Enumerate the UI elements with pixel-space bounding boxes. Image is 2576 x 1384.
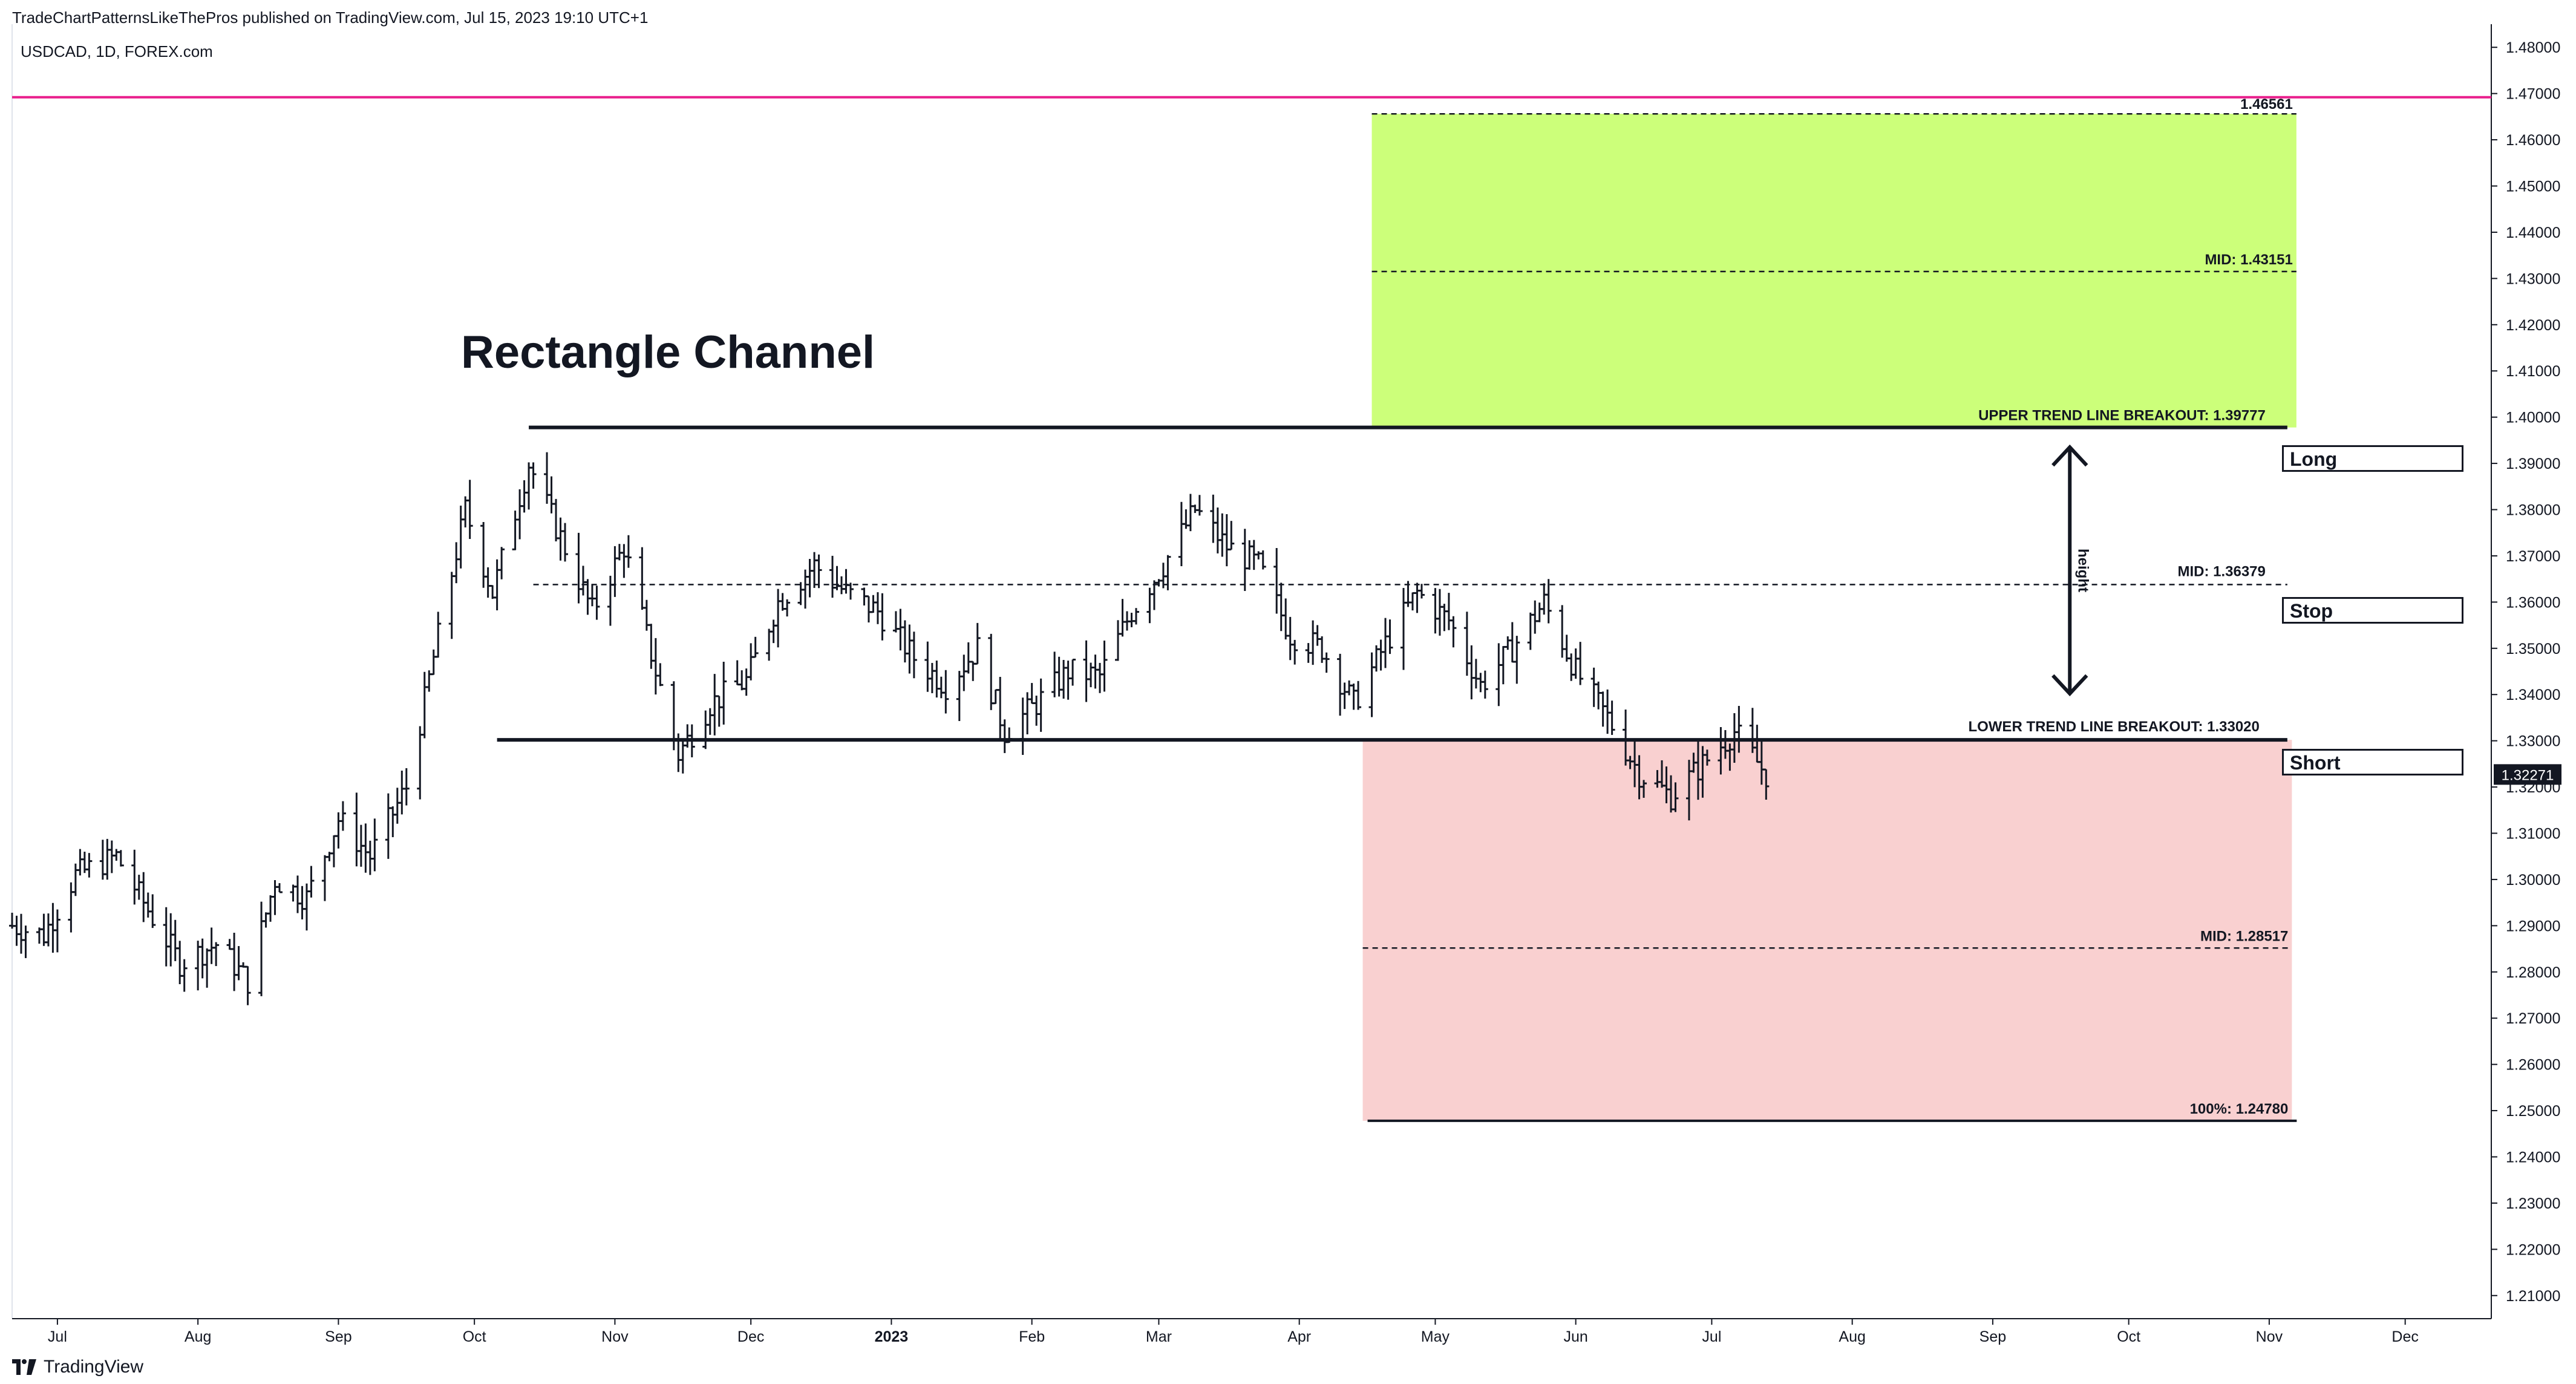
lower-trend-line-label: LOWER TREND LINE BREAKOUT: 1.33020 [1968,719,2259,735]
y-tick-label: 1.38000 [2506,502,2560,519]
long-label: Long [2282,445,2463,472]
current-price-label: 1.32271 [2502,767,2554,783]
publisher-line: TradeChartPatternsLikeThePros published … [12,8,649,27]
y-tick-label: 1.21000 [2506,1288,2560,1305]
y-tick-label: 1.29000 [2506,918,2560,935]
long-target-top-label: 1.46561 [2240,96,2293,113]
y-tick-label: 1.37000 [2506,548,2560,565]
upper-trend-line-label: UPPER TREND LINE BREAKOUT: 1.39777 [1978,408,2266,424]
channel-mid-label: MID: 1.36379 [2177,563,2265,579]
x-tick-label: Dec [737,1328,764,1345]
y-tick-label: 1.35000 [2506,641,2560,658]
x-tick-label: Dec [2391,1328,2418,1345]
y-tick-label: 1.28000 [2506,964,2560,981]
y-tick-label: 1.23000 [2506,1195,2560,1212]
tradingview-branding[interactable]: TradingView [12,1355,143,1379]
x-tick-label: Sep [1979,1328,2006,1345]
y-tick-label: 1.34000 [2506,687,2560,703]
x-tick-label: Aug [1839,1328,1865,1345]
long-target-zone [1371,114,2296,428]
x-tick-label: Oct [463,1328,486,1345]
chart-title: Rectangle Channel [461,327,875,378]
y-tick-label: 1.46000 [2506,132,2560,149]
x-tick-label: Aug [185,1328,211,1345]
tradingview-logo-icon [12,1359,36,1375]
height-arrow-top-head [2051,444,2088,467]
y-tick-label: 1.40000 [2506,410,2560,426]
x-tick-label: 2023 [875,1328,909,1345]
y-tick-label: 1.33000 [2506,733,2560,750]
x-tick-label: Jun [1564,1328,1588,1345]
y-tick-label: 1.30000 [2506,872,2560,889]
short-target-mid-label: MID: 1.28517 [2200,928,2288,944]
short-label: Short [2282,749,2463,775]
y-tick-label: 1.43000 [2506,270,2560,287]
y-tick-label: 1.41000 [2506,363,2560,380]
y-tick-label: 1.22000 [2506,1241,2560,1258]
y-tick-label: 1.31000 [2506,826,2560,843]
stop-label: Stop [2282,597,2463,624]
short-target-zone [1362,740,2292,1121]
x-tick-label: May [1421,1328,1450,1345]
y-tick-label: 1.44000 [2506,224,2560,241]
y-tick-label: 1.25000 [2506,1103,2560,1120]
y-tick-label: 1.24000 [2506,1149,2560,1166]
x-tick-label: Feb [1019,1328,1045,1345]
symbol-line: USDCAD, 1D, FOREX.com [21,42,213,60]
y-tick-label: 1.26000 [2506,1057,2560,1074]
y-tick-label: 1.27000 [2506,1010,2560,1027]
x-tick-label: Oct [2117,1328,2140,1345]
x-tick-label: Mar [1146,1328,1172,1345]
height-arrow-bottom-head [2051,674,2088,697]
x-tick-label: Nov [601,1328,629,1345]
x-tick-label: Apr [1287,1328,1311,1345]
y-tick-label: 1.45000 [2506,178,2560,195]
x-tick-label: Sep [325,1328,351,1345]
y-tick-label: 1.47000 [2506,86,2560,103]
short-target-bottom-label: 100%: 1.24780 [2190,1101,2289,1117]
height-arrow-label: height [2074,549,2091,592]
long-target-mid-label: MID: 1.43151 [2205,252,2292,268]
x-tick-label: Nov [2256,1328,2283,1345]
current-price-tag [2494,764,2561,785]
y-tick-label: 1.36000 [2506,594,2560,611]
x-tick-label: Jul [1702,1328,1721,1345]
tradingview-brand-text: TradingView [44,1357,144,1377]
y-tick-label: 1.42000 [2506,317,2560,334]
x-tick-label: Jul [48,1328,67,1345]
y-tick-label: 1.48000 [2506,39,2560,56]
y-tick-label: 1.39000 [2506,455,2560,472]
